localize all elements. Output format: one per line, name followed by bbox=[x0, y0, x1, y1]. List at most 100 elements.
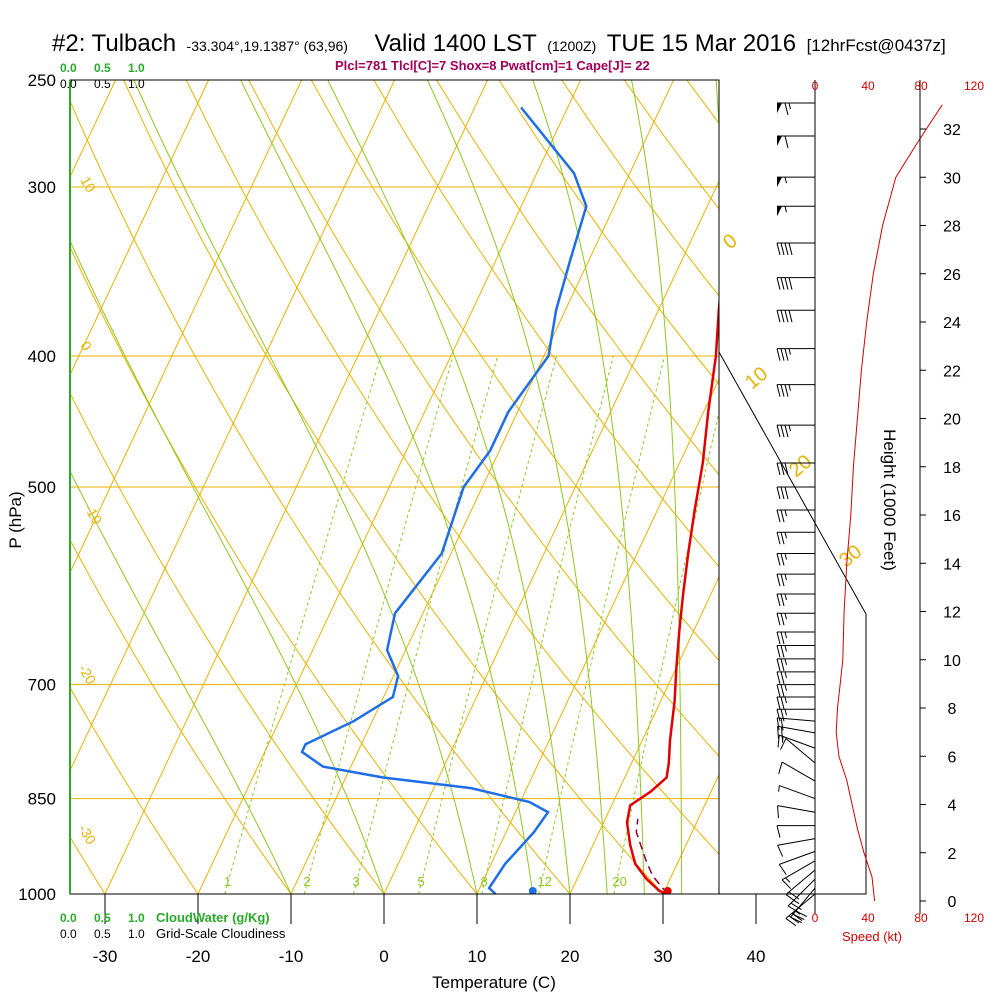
barb-full bbox=[776, 684, 781, 697]
speed-tick-bottom: 0 bbox=[812, 911, 819, 925]
chart-title: #2: Tulbach -33.304°,19.1387° (63,96) Va… bbox=[0, 30, 1000, 58]
dry-adiabat-label: -30 bbox=[75, 822, 99, 848]
wind-barb bbox=[785, 869, 816, 903]
barb-full bbox=[780, 242, 785, 256]
barb-half bbox=[784, 631, 787, 639]
cloudiness-tick-top: 0.5 bbox=[94, 77, 111, 91]
wind-barb bbox=[777, 734, 816, 749]
barb-full bbox=[780, 532, 785, 545]
barb-full bbox=[781, 879, 792, 890]
barb-full bbox=[776, 242, 781, 256]
height-tick-label: 18 bbox=[943, 460, 961, 477]
y-tick-label: 250 bbox=[28, 71, 56, 90]
height-tick-label: 24 bbox=[943, 315, 961, 332]
plot-frame bbox=[69, 79, 867, 914]
wind-barb bbox=[776, 658, 815, 671]
cloudwater-tick-top: 0.0 bbox=[60, 61, 77, 75]
barb-full bbox=[784, 310, 789, 323]
barb-full bbox=[788, 310, 793, 323]
y-tick-label: 700 bbox=[28, 676, 56, 695]
forecast-hour: [12hrFcst@0437z] bbox=[806, 36, 946, 55]
mixing-ratio-line bbox=[303, 355, 454, 894]
dry-adiabat-line bbox=[812, 80, 1000, 894]
cloudwater-tick-bottom: 0.0 bbox=[60, 911, 77, 925]
dry-adiabat-line bbox=[70, 99, 571, 894]
cloudiness-tick-bottom: 1.0 bbox=[128, 927, 145, 941]
barb-full bbox=[780, 671, 785, 684]
wind-barb bbox=[776, 573, 815, 587]
wind-barb bbox=[777, 135, 815, 149]
moist-adiabat-line bbox=[327, 80, 571, 894]
valid-time: Valid 1400 LST bbox=[374, 30, 537, 57]
wind-barb bbox=[776, 348, 815, 361]
barb-full bbox=[784, 425, 789, 438]
barb-half bbox=[788, 425, 791, 432]
cloudiness-tick-bottom: 0.0 bbox=[60, 927, 77, 941]
barb-full bbox=[785, 894, 797, 903]
wind-barb bbox=[777, 725, 816, 740]
barb-full bbox=[780, 310, 785, 323]
station-coords: -33.304°,19.1387° (63,96) bbox=[186, 38, 348, 54]
barb-shaft bbox=[781, 860, 816, 881]
barb-full bbox=[776, 348, 781, 361]
barb-half bbox=[788, 384, 791, 391]
wind-barb bbox=[776, 384, 815, 397]
barb-half bbox=[778, 785, 780, 792]
wind-barb bbox=[776, 825, 815, 838]
x-tick-label: 10 bbox=[468, 947, 487, 966]
utc-time: (1200Z) bbox=[547, 38, 597, 54]
barb-full bbox=[776, 658, 781, 671]
barb-full bbox=[787, 905, 799, 913]
cloudiness-tick-top: 1.0 bbox=[128, 77, 145, 91]
wind-barb bbox=[776, 553, 815, 566]
wind-barb bbox=[777, 838, 816, 857]
barb-full bbox=[776, 709, 781, 722]
dry-adiabat-line bbox=[248, 80, 719, 758]
isotherm-label: 10 bbox=[741, 363, 772, 394]
cloudwater-tick-top: 1.0 bbox=[128, 61, 145, 75]
dry-adiabat-line bbox=[70, 392, 385, 894]
barb-half bbox=[784, 658, 787, 665]
wind-barb bbox=[776, 645, 815, 658]
cloudiness-tick-bottom: 0.5 bbox=[94, 927, 111, 941]
barb-half bbox=[784, 593, 787, 601]
barb-half bbox=[784, 684, 787, 691]
dry-adiabat-line bbox=[70, 686, 199, 894]
isotherm-line bbox=[70, 80, 210, 377]
isotherm-line bbox=[942, 80, 1000, 894]
height-tick-label: 30 bbox=[943, 170, 961, 187]
height-tick-label: 8 bbox=[948, 701, 957, 718]
barb-half bbox=[784, 574, 787, 581]
parcel-line bbox=[635, 818, 669, 894]
barb-shaft bbox=[777, 725, 816, 734]
wind-barb bbox=[776, 424, 815, 438]
barb-full bbox=[784, 462, 789, 476]
barb-full bbox=[780, 658, 785, 671]
wind-barb bbox=[776, 612, 815, 626]
dry-adiabat-line bbox=[185, 80, 719, 856]
barb-full bbox=[776, 384, 781, 397]
mixing-ratio-label: 1 bbox=[224, 874, 231, 889]
temperature-surface-point bbox=[663, 887, 672, 894]
barb-half bbox=[784, 509, 787, 517]
dry-adiabat-line bbox=[937, 80, 1000, 894]
mixing-ratio-line bbox=[352, 355, 499, 894]
barb-full bbox=[788, 277, 793, 290]
barb-half bbox=[788, 102, 791, 110]
dewpoint-line bbox=[300, 106, 588, 894]
temperature-line bbox=[625, 295, 719, 894]
barb-full bbox=[790, 902, 802, 910]
barb-full bbox=[784, 486, 789, 500]
height-tick-label: 4 bbox=[948, 798, 957, 815]
barb-full bbox=[788, 891, 800, 900]
height-tick-label: 32 bbox=[943, 122, 961, 139]
barb-full bbox=[776, 671, 781, 684]
barb-full bbox=[776, 553, 781, 566]
barb-full bbox=[776, 631, 781, 645]
wind-barb bbox=[776, 717, 816, 731]
barb-half bbox=[784, 532, 787, 539]
height-tick-label: 20 bbox=[943, 412, 961, 429]
isotherm-line bbox=[0, 80, 23, 894]
barb-full bbox=[780, 553, 785, 566]
dry-adiabat-line bbox=[498, 80, 719, 386]
